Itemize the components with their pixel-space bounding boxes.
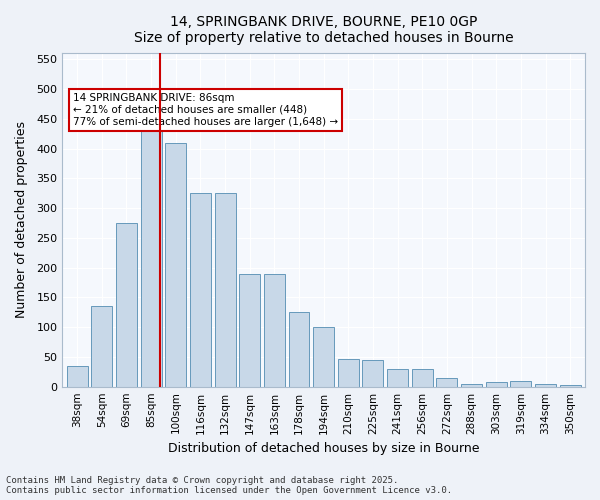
- Bar: [511, 380, 532, 386]
- Bar: [436, 378, 457, 386]
- Bar: [461, 384, 482, 386]
- Y-axis label: Number of detached properties: Number of detached properties: [15, 122, 28, 318]
- Bar: [535, 384, 556, 386]
- Bar: [165, 142, 186, 386]
- Bar: [67, 366, 88, 386]
- Bar: [362, 360, 383, 386]
- X-axis label: Distribution of detached houses by size in Bourne: Distribution of detached houses by size …: [168, 442, 479, 455]
- Bar: [560, 385, 581, 386]
- Bar: [412, 369, 433, 386]
- Text: Contains HM Land Registry data © Crown copyright and database right 2025.
Contai: Contains HM Land Registry data © Crown c…: [6, 476, 452, 495]
- Bar: [264, 274, 285, 386]
- Bar: [239, 274, 260, 386]
- Title: 14, SPRINGBANK DRIVE, BOURNE, PE10 0GP
Size of property relative to detached hou: 14, SPRINGBANK DRIVE, BOURNE, PE10 0GP S…: [134, 15, 514, 45]
- Bar: [116, 223, 137, 386]
- Bar: [486, 382, 507, 386]
- Bar: [313, 327, 334, 386]
- Bar: [289, 312, 310, 386]
- Bar: [387, 369, 408, 386]
- Bar: [338, 360, 359, 386]
- Text: 14 SPRINGBANK DRIVE: 86sqm
← 21% of detached houses are smaller (448)
77% of sem: 14 SPRINGBANK DRIVE: 86sqm ← 21% of deta…: [73, 94, 338, 126]
- Bar: [91, 306, 112, 386]
- Bar: [190, 193, 211, 386]
- Bar: [215, 193, 236, 386]
- Bar: [140, 119, 161, 386]
